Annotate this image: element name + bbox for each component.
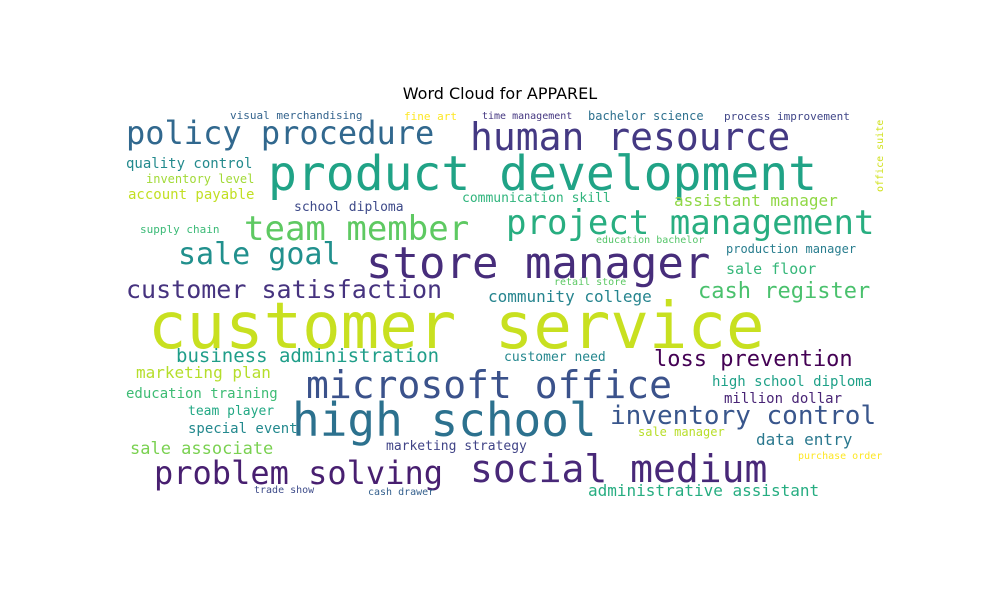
word-social-medium: social medium	[470, 447, 767, 491]
word-fine-art: fine art	[404, 110, 457, 123]
word-marketing-plan: marketing plan	[136, 363, 271, 382]
word-store-manager: store manager	[366, 238, 710, 289]
word-cash-drawer: cash drawer	[368, 487, 434, 498]
word-million-dollar: million dollar	[724, 391, 842, 407]
word-project-management: project management	[506, 203, 874, 243]
word-inventory-level: inventory level	[146, 172, 254, 186]
word-administrative-assistant: administrative assistant	[588, 481, 819, 500]
word-team-player: team player	[188, 404, 274, 419]
word-business-administration: business administration	[176, 345, 439, 367]
word-product-development: product development	[268, 146, 817, 202]
word-supply-chain: supply chain	[140, 223, 219, 236]
word-cash-register: cash register	[698, 279, 870, 304]
word-marketing-strategy: marketing strategy	[386, 439, 527, 454]
word-office-suite: office suite	[875, 120, 886, 192]
word-sale-floor: sale floor	[726, 260, 816, 278]
word-education-bachelor: education bachelor	[596, 235, 704, 246]
word-purchase-order: purchase order	[798, 451, 882, 462]
chart-title: Word Cloud for APPAREL	[402, 84, 598, 103]
word-communication-skill: communication skill	[462, 191, 611, 206]
word-quality-control: quality control	[126, 156, 252, 172]
word-trade-show: trade show	[254, 485, 315, 496]
word-customer-satisfaction: customer satisfaction	[126, 275, 442, 304]
word-visual-merchandising: visual merchandising	[230, 109, 362, 122]
word-loss-prevention: loss prevention	[654, 347, 853, 372]
word-customer-need: customer need	[504, 350, 606, 365]
word-assistant-manager: assistant manager	[674, 191, 838, 210]
word-problem-solving: problem solving	[154, 454, 443, 492]
word-sale-manager: sale manager	[638, 425, 725, 439]
word-school-diploma: school diploma	[294, 200, 404, 215]
word-process-improvement: process improvement	[724, 110, 850, 123]
word-sale-associate: sale associate	[130, 439, 273, 459]
word-microsoft-office: microsoft office	[306, 363, 672, 407]
word-high-school-diploma: high school diploma	[712, 374, 872, 390]
word-bachelor-science: bachelor science	[588, 109, 704, 123]
word-sale-goal: sale goal	[178, 237, 341, 272]
word-human-resource: human resource	[470, 115, 790, 159]
word-time-management: time management	[482, 111, 572, 122]
word-community-college: community college	[488, 287, 652, 306]
word-team-member: team member	[244, 209, 469, 249]
word-inventory-control: inventory control	[610, 401, 876, 431]
word-customer-service: customer service	[148, 290, 765, 364]
word-special-event: special event	[188, 421, 298, 437]
word-policy-procedure: policy procedure	[126, 114, 434, 152]
word-education-training: education training	[126, 386, 278, 402]
word-retail-store: retail store	[554, 277, 626, 288]
word-production-manager: production manager	[726, 242, 856, 256]
word-account-payable: account payable	[128, 187, 254, 203]
word-data-entry: data entry	[756, 430, 853, 449]
word-high-school: high school	[292, 393, 597, 447]
